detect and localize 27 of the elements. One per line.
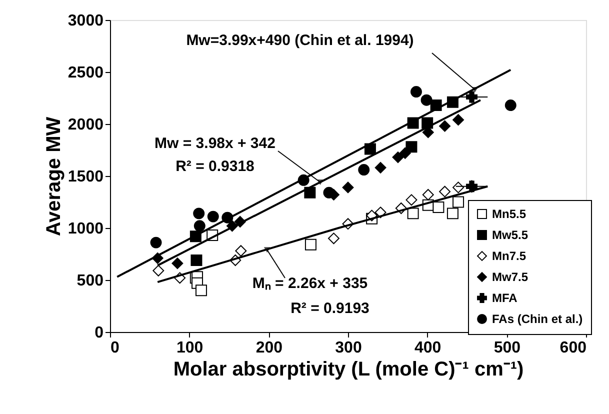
x-tick-label: 200 bbox=[256, 340, 283, 356]
y-axis-title: Average MW bbox=[42, 116, 65, 236]
legend-label: MFA bbox=[492, 291, 518, 305]
y-tick-label: 2000 bbox=[68, 116, 104, 134]
annotation: R² = 0.9193 bbox=[290, 300, 370, 317]
x-tick-label: 500 bbox=[494, 340, 521, 356]
annotation: Mw = 3.98x + 342 bbox=[154, 135, 276, 152]
x-tick-label: 0 bbox=[110, 340, 120, 356]
annotation: Mw=3.99x+490 (Chin et al. 1994) bbox=[186, 32, 414, 49]
legend-label: Mn5.5 bbox=[492, 207, 526, 221]
x-axis-title: Molar absorptivity (L (mole C)⁻¹ cm⁻¹) bbox=[173, 358, 524, 380]
y-tick-label: 2500 bbox=[68, 64, 104, 82]
x-tick-label: 600 bbox=[560, 340, 587, 356]
y-tick-label: 500 bbox=[76, 272, 104, 290]
legend-label: Mn7.5 bbox=[492, 249, 526, 263]
x-tick-label: 400 bbox=[414, 340, 442, 356]
x-tick-label: 100 bbox=[176, 340, 204, 356]
y-tick-label: 1000 bbox=[68, 220, 104, 238]
x-tick-label: 300 bbox=[335, 340, 362, 356]
y-tick-label: 1500 bbox=[68, 168, 104, 186]
legend-label: Mw5.5 bbox=[492, 228, 528, 242]
y-tick-label: 3000 bbox=[68, 12, 104, 30]
legend-label: FAs (Chin et al.) bbox=[492, 312, 583, 326]
y-tick-label: 0 bbox=[94, 324, 104, 342]
legend-label: Mw7.5 bbox=[492, 270, 528, 284]
annotation: Mₙ = 2.26x + 335 bbox=[252, 275, 368, 292]
annotation: R² = 0.9318 bbox=[176, 158, 254, 175]
